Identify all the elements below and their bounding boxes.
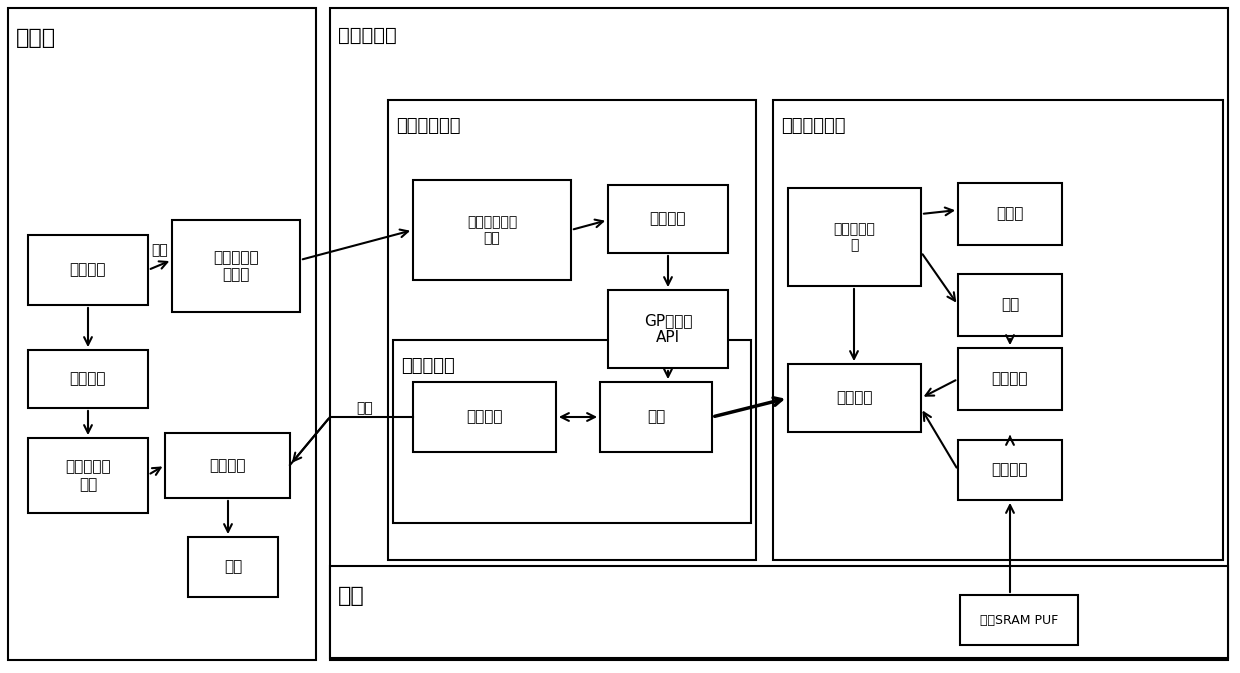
- Bar: [608, 185, 728, 253]
- Text: 跳转函数: 跳转函数: [650, 211, 686, 227]
- Text: 嵌入式设备: 嵌入式设备: [339, 26, 397, 45]
- Text: 目标程序: 目标程序: [69, 262, 107, 277]
- Bar: [393, 340, 751, 523]
- Text: 结果: 结果: [224, 559, 242, 575]
- Text: 签名函数: 签名函数: [992, 371, 1028, 386]
- Text: 密钥派生: 密钥派生: [992, 462, 1028, 478]
- Text: 有效的地址
表格: 有效的地址 表格: [66, 459, 110, 492]
- Text: 片上SRAM PUF: 片上SRAM PUF: [980, 614, 1058, 627]
- Bar: [172, 220, 300, 312]
- Bar: [7, 8, 316, 660]
- Bar: [388, 100, 756, 560]
- Text: 驱动: 驱动: [647, 409, 665, 425]
- Bar: [330, 8, 1228, 660]
- Bar: [413, 382, 556, 452]
- Bar: [330, 566, 1228, 658]
- Text: 硬件: 硬件: [339, 586, 365, 606]
- Bar: [29, 235, 148, 305]
- Bar: [959, 348, 1061, 410]
- Text: 插桩后的目标
程序: 插桩后的目标 程序: [467, 215, 517, 245]
- Text: 插桩: 插桩: [151, 243, 169, 257]
- Text: 日志记录函
数: 日志记录函 数: [833, 222, 875, 252]
- Text: 验证服务: 验证服务: [210, 458, 246, 473]
- Text: 普通执行环境: 普通执行环境: [396, 117, 460, 135]
- Text: 证明: 证明: [357, 401, 373, 415]
- Bar: [960, 595, 1078, 645]
- Bar: [165, 433, 290, 498]
- Bar: [959, 183, 1061, 245]
- Bar: [608, 290, 728, 368]
- Bar: [787, 364, 921, 432]
- Bar: [959, 440, 1061, 500]
- Bar: [29, 350, 148, 408]
- Bar: [413, 180, 570, 280]
- Text: 日志: 日志: [1001, 297, 1019, 312]
- Text: 服务器: 服务器: [16, 28, 56, 48]
- Text: 影子栈: 影子栈: [996, 207, 1024, 221]
- Text: 插桩后的目
标程序: 插桩后的目 标程序: [213, 250, 259, 282]
- Text: 通信服务: 通信服务: [466, 409, 502, 425]
- Text: 可信执行环境: 可信执行环境: [781, 117, 846, 135]
- Bar: [773, 100, 1223, 560]
- Bar: [959, 274, 1061, 336]
- Bar: [188, 537, 278, 597]
- Text: GP客户端
API: GP客户端 API: [644, 313, 692, 345]
- Bar: [600, 382, 712, 452]
- Text: 控制流图: 控制流图: [69, 371, 107, 386]
- Text: 操作系统级: 操作系统级: [401, 357, 455, 375]
- Text: 证明服务: 证明服务: [836, 390, 873, 406]
- Bar: [787, 188, 921, 286]
- Bar: [29, 438, 148, 513]
